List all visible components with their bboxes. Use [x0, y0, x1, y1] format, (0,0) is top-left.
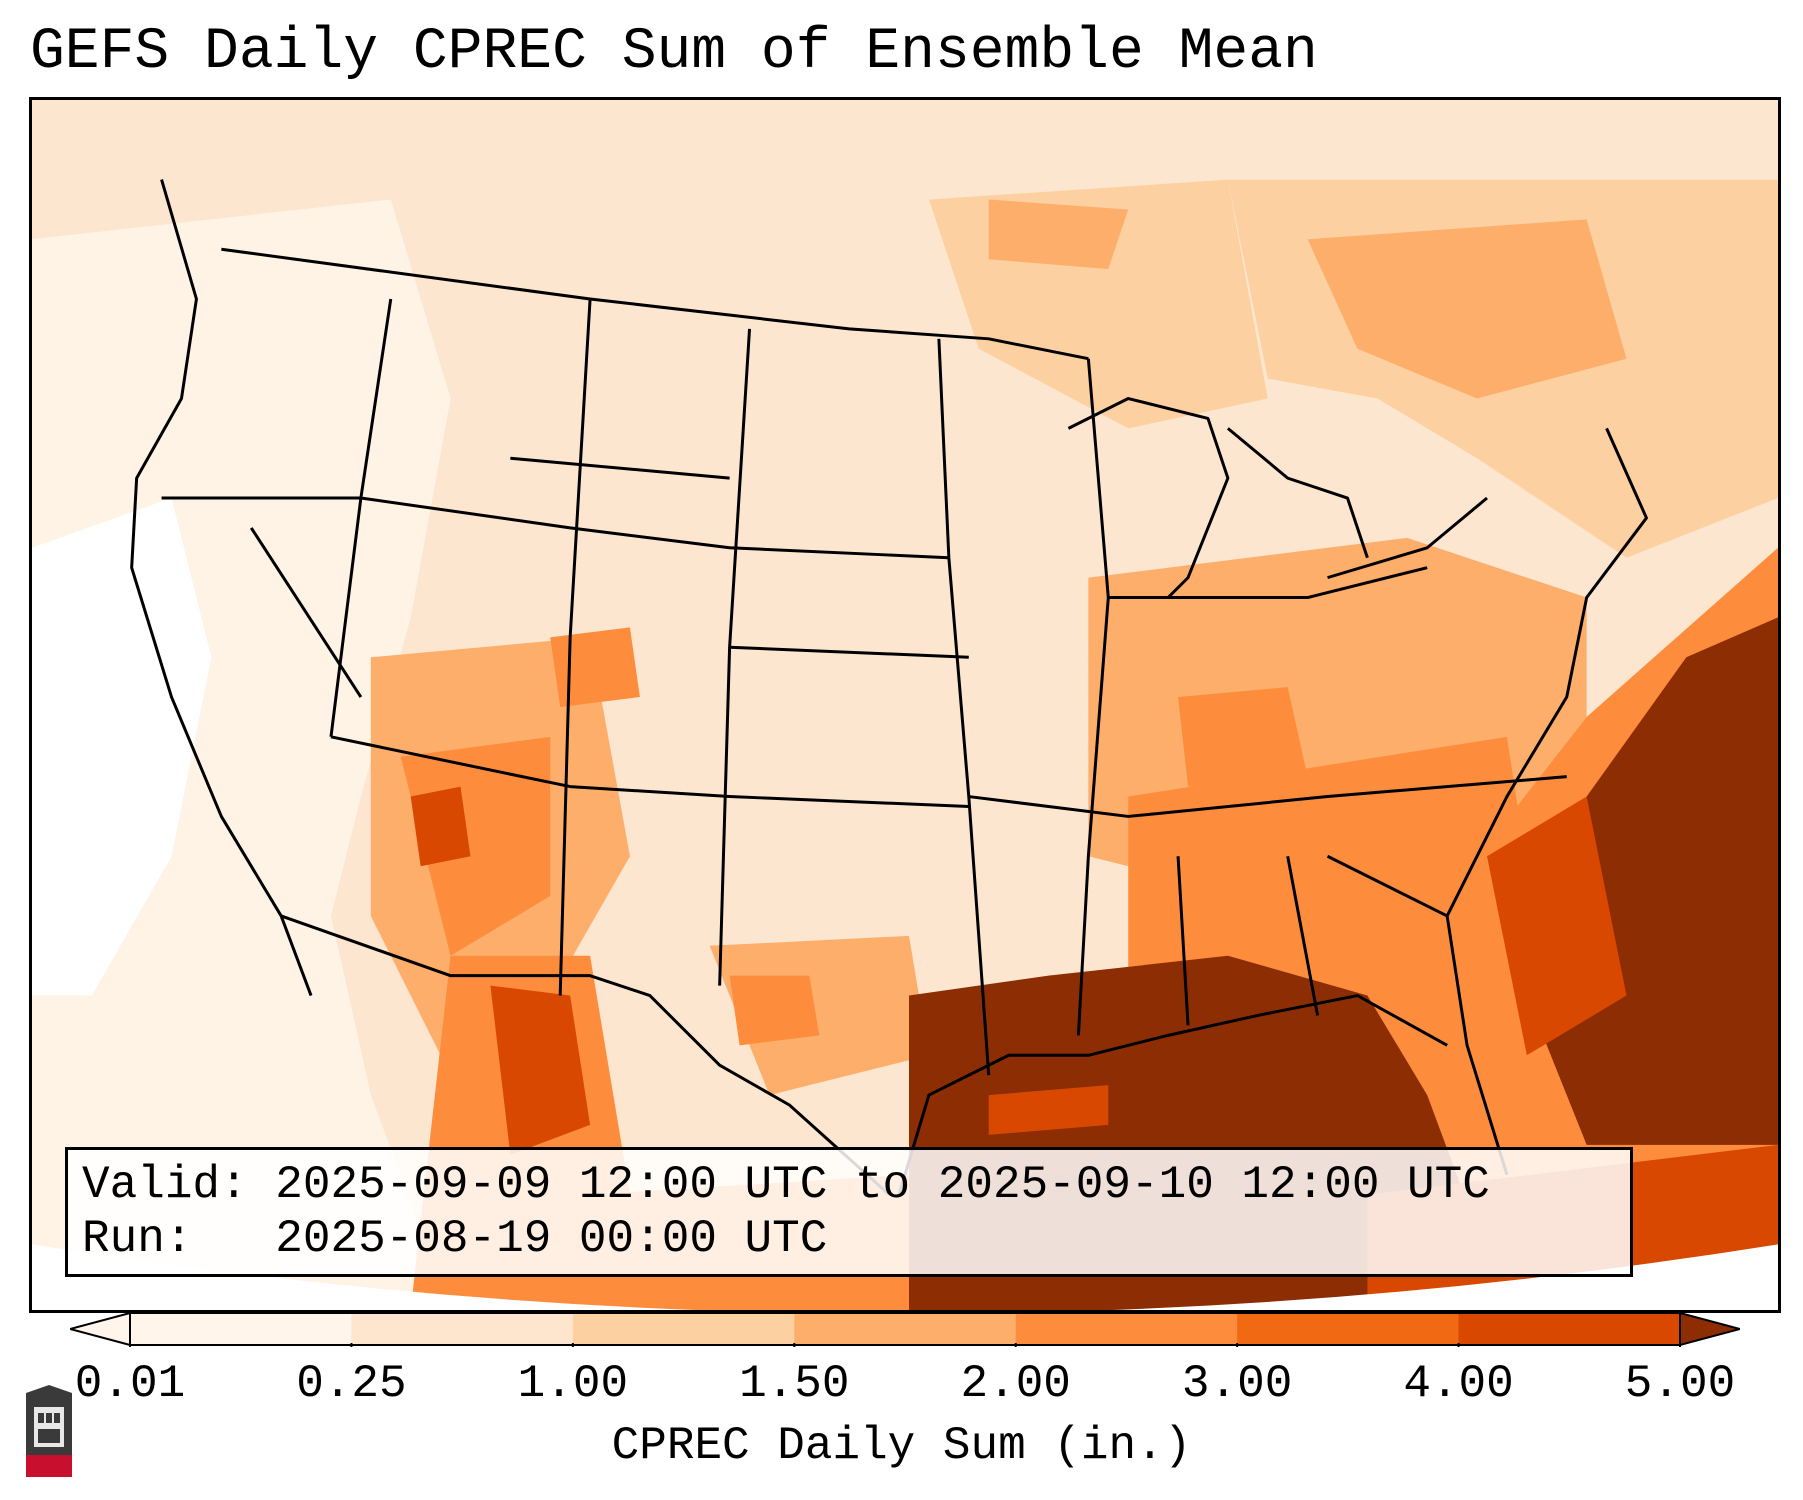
- colorbar-tick-label: 1.00: [517, 1358, 629, 1410]
- colorbar-tick-label: 2.00: [960, 1358, 1071, 1410]
- colorbar-tick-label: 0.01: [74, 1358, 186, 1410]
- precipitation-map: [29, 97, 1781, 1313]
- colorbar-segment: [130, 1313, 352, 1345]
- colorbar-tick-label: 1.50: [739, 1358, 850, 1410]
- colorbar-segment: [1237, 1313, 1460, 1345]
- colorbar-tick-label: 4.00: [1403, 1358, 1514, 1410]
- colorbar: [70, 1311, 1740, 1347]
- colorbar-tick-label: 0.25: [296, 1358, 407, 1410]
- run-value: 2025-08-19 00:00 UTC: [275, 1213, 828, 1265]
- precipitation-map-canvas: [32, 100, 1778, 1310]
- colorbar-tick-label: 3.00: [1181, 1358, 1293, 1410]
- colorbar-tick-label: 5.00: [1624, 1358, 1736, 1410]
- colorbar-segment: [351, 1313, 574, 1345]
- run-label: Run:: [82, 1213, 193, 1265]
- niu-university-logo-icon: [26, 1385, 72, 1477]
- colorbar-label: CPREC Daily Sum (in.): [611, 1420, 1192, 1472]
- colorbar-segment: [1458, 1313, 1681, 1345]
- colorbar-segment: [1015, 1313, 1238, 1345]
- colorbar-over-extension: [1679, 1311, 1740, 1347]
- valid-run-info-box: Valid: 2025-09-09 12:00 UTC to 2025-09-1…: [65, 1147, 1633, 1277]
- valid-value: 2025-09-09 12:00 UTC to 2025-09-10 12:00…: [275, 1159, 1490, 1211]
- valid-label: Valid:: [82, 1159, 248, 1211]
- colorbar-under-extension: [70, 1311, 131, 1347]
- colorbar-segment: [794, 1313, 1017, 1345]
- colorbar-segment: [572, 1313, 795, 1345]
- map-title: GEFS Daily CPREC Sum of Ensemble Mean: [30, 20, 1318, 85]
- colorbar-border: [129, 1312, 1681, 1346]
